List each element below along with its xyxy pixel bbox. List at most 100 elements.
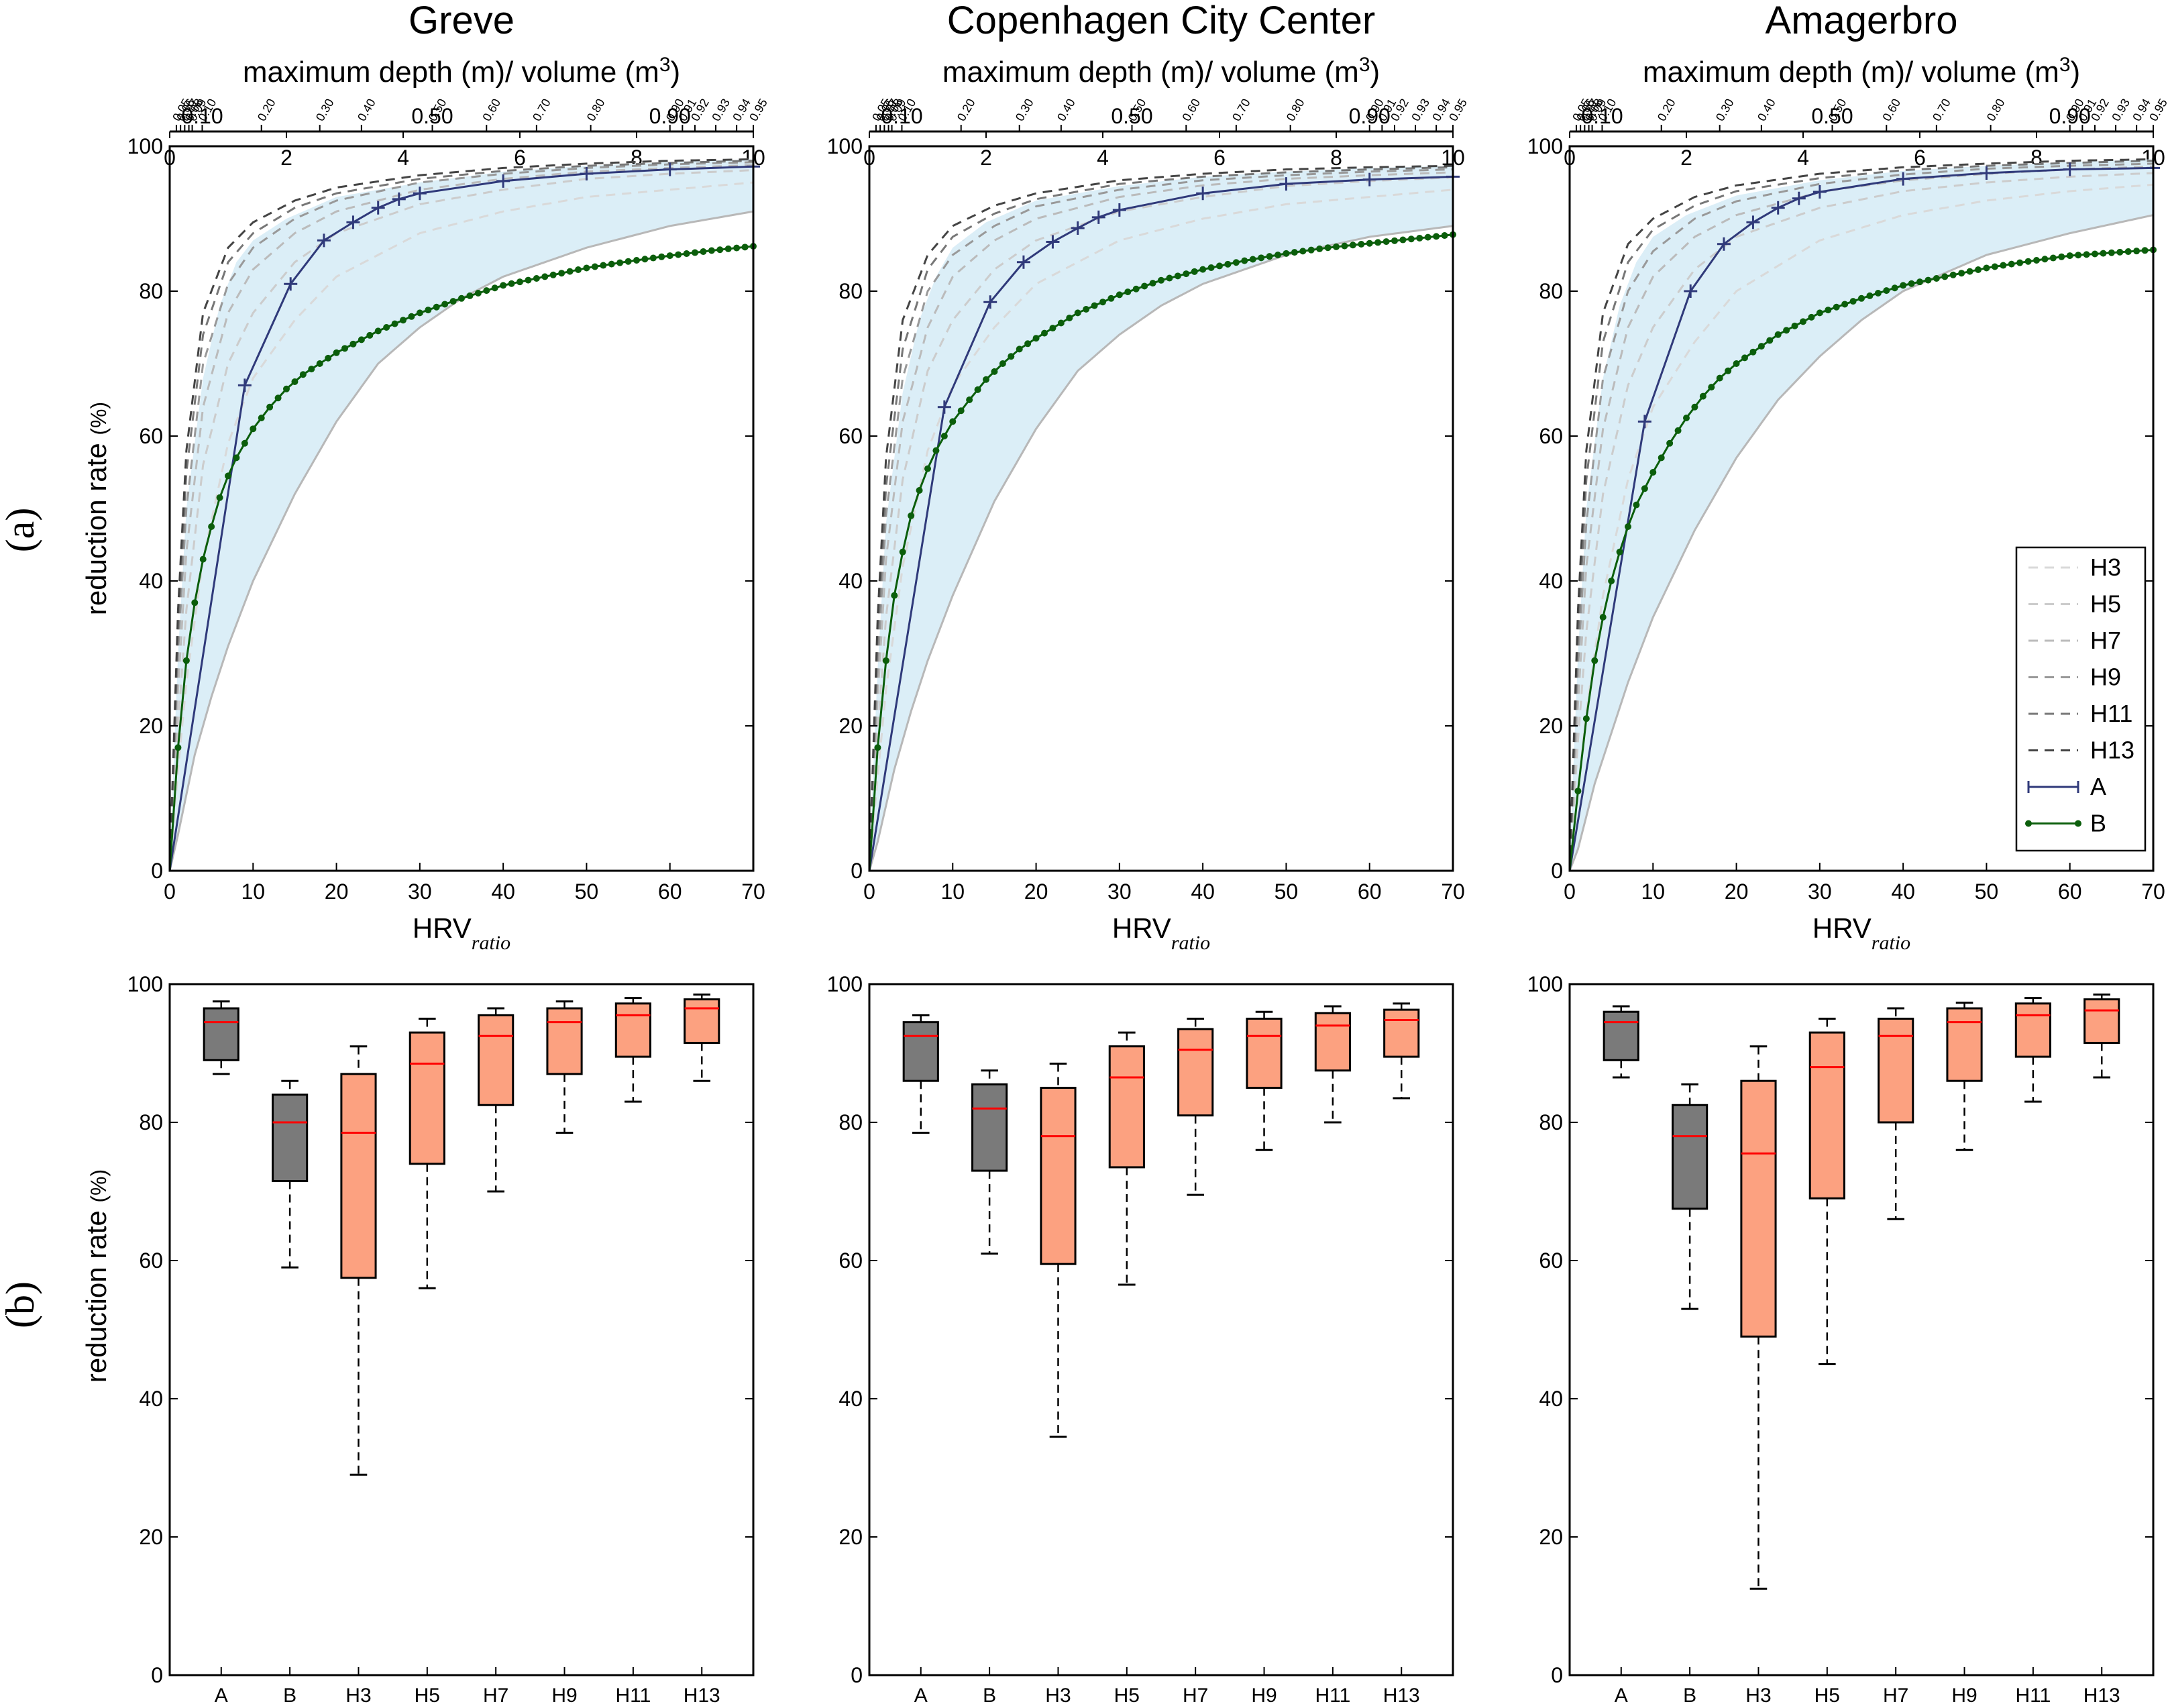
series-marker-a: [1746, 215, 1760, 229]
top-depth-tick-label: 0.95: [1446, 97, 1470, 123]
series-line-h11: [1568, 160, 2154, 871]
series-marker-b: [1266, 253, 1273, 260]
series-marker-b: [1933, 274, 1940, 282]
y-tick-label: 80: [838, 1110, 863, 1134]
series-marker-b: [1074, 309, 1081, 317]
box-h9: [1946, 1007, 1983, 1082]
box-b: [971, 1083, 1008, 1172]
top-volume-tick-label: 8: [1330, 146, 1342, 170]
series-marker-b: [1057, 319, 1065, 327]
series-marker-b: [1983, 264, 1990, 272]
series-marker-b: [491, 284, 498, 292]
series-marker-b: [1783, 327, 1790, 334]
series-marker-b: [2033, 256, 2040, 264]
series-marker-b: [1825, 307, 1832, 314]
box-h3: [1040, 1087, 1077, 1265]
series-marker-b: [1616, 548, 1623, 555]
legend-label-h7: H7: [2090, 627, 2121, 654]
category-label: H7: [483, 1685, 508, 1707]
series-marker-b: [882, 657, 889, 664]
series-marker-b: [1424, 233, 1431, 241]
x-tick-label: 70: [2141, 879, 2165, 904]
row-label-b: (b): [0, 1281, 42, 1328]
series-marker-b: [1766, 337, 1774, 344]
series-marker-b: [1083, 306, 1090, 313]
y-tick-label: 40: [1539, 569, 1563, 593]
series-marker-b: [1608, 578, 1615, 584]
category-label: H11: [615, 1685, 651, 1707]
top-depth-tick-label: 0.20: [955, 97, 978, 123]
series-marker-b: [1383, 238, 1390, 246]
series-marker-b: [250, 425, 257, 433]
legend: H3 H5 H7 H9 H11 H13 AB: [2015, 546, 2147, 852]
series-marker-b: [541, 273, 549, 280]
x-tick-label: 0: [1564, 879, 1576, 904]
series-marker-b: [1599, 614, 1607, 621]
y-tick-label: 100: [827, 972, 863, 996]
top-depth-tick-label: 0.70: [1930, 97, 1953, 123]
series-line-h5: [1568, 172, 2154, 871]
series-marker-b: [1866, 292, 1874, 299]
series-marker-b: [683, 250, 690, 258]
y-tick-label: 100: [827, 134, 863, 158]
series-marker-b: [1008, 353, 1015, 360]
x-tick-label: 60: [1358, 879, 1382, 904]
series-marker-b: [1808, 313, 1815, 321]
category-label: B: [283, 1685, 296, 1707]
series-line-h13: [168, 158, 754, 871]
box-h3: [1740, 1079, 1777, 1338]
series-marker-b: [1941, 273, 1949, 280]
series-marker-b: [658, 253, 665, 260]
series-line-h3: [168, 181, 754, 871]
top-depth-tick-label: 0.80: [1284, 97, 1307, 123]
series-marker-b: [291, 378, 299, 385]
x-tick-label: 50: [1975, 879, 1999, 904]
series-marker-b: [1716, 374, 1723, 382]
series-marker-a: [317, 233, 331, 248]
y-tick-label: 0: [851, 859, 863, 883]
series-marker-a: [1637, 415, 1651, 429]
series-marker-b: [341, 345, 348, 352]
x-tick-label: 30: [408, 879, 432, 904]
y-tick-label: 60: [838, 1248, 863, 1273]
series-marker-b: [1141, 282, 1148, 290]
series-marker-b: [957, 407, 965, 415]
series-marker-b: [1958, 270, 1965, 277]
series-marker-b: [316, 360, 323, 367]
series-marker-b: [1158, 276, 1164, 284]
category-label: A: [1615, 1685, 1628, 1707]
plot-bg: [869, 984, 1453, 1675]
series-marker-a: [663, 162, 677, 176]
series-marker-b: [1091, 302, 1098, 309]
series-marker-b: [940, 433, 948, 439]
series-marker-b: [1658, 454, 1665, 462]
series-marker-b: [1757, 343, 1765, 350]
x-tick-label: 30: [1808, 879, 1832, 904]
line-panel-1: Greve maximum depth (m)/ volume (m3) 0 2 4 6 8…: [80, 0, 770, 954]
series-marker-b: [932, 447, 940, 454]
series-marker-b: [483, 287, 490, 295]
series-marker-b: [1316, 245, 1323, 252]
series-marker-b: [1916, 278, 1923, 286]
series-marker-b: [1174, 272, 1181, 280]
series-marker-b: [1249, 256, 1256, 263]
series-marker-b: [508, 280, 515, 287]
series-marker-b: [1399, 236, 1407, 244]
y-tick-label: 0: [851, 1663, 863, 1687]
x-tick-label: 60: [658, 879, 682, 904]
series-marker-b: [1107, 295, 1115, 302]
legend-label-h11: H11: [2090, 700, 2132, 727]
series-marker-b: [525, 276, 532, 284]
category-label: H5: [1814, 1685, 1840, 1707]
series-marker-b: [1891, 284, 1898, 292]
plot-frame: [1568, 983, 2155, 1676]
series-marker-a: [392, 192, 406, 206]
series-marker-b: [1582, 715, 1590, 723]
series-marker-b: [208, 523, 215, 530]
series-marker-b: [666, 252, 673, 260]
series-line-h13: [1568, 158, 2154, 871]
y-tick-label: 60: [1539, 424, 1563, 448]
series-marker-b: [1324, 244, 1332, 252]
series-marker-b: [349, 340, 357, 348]
